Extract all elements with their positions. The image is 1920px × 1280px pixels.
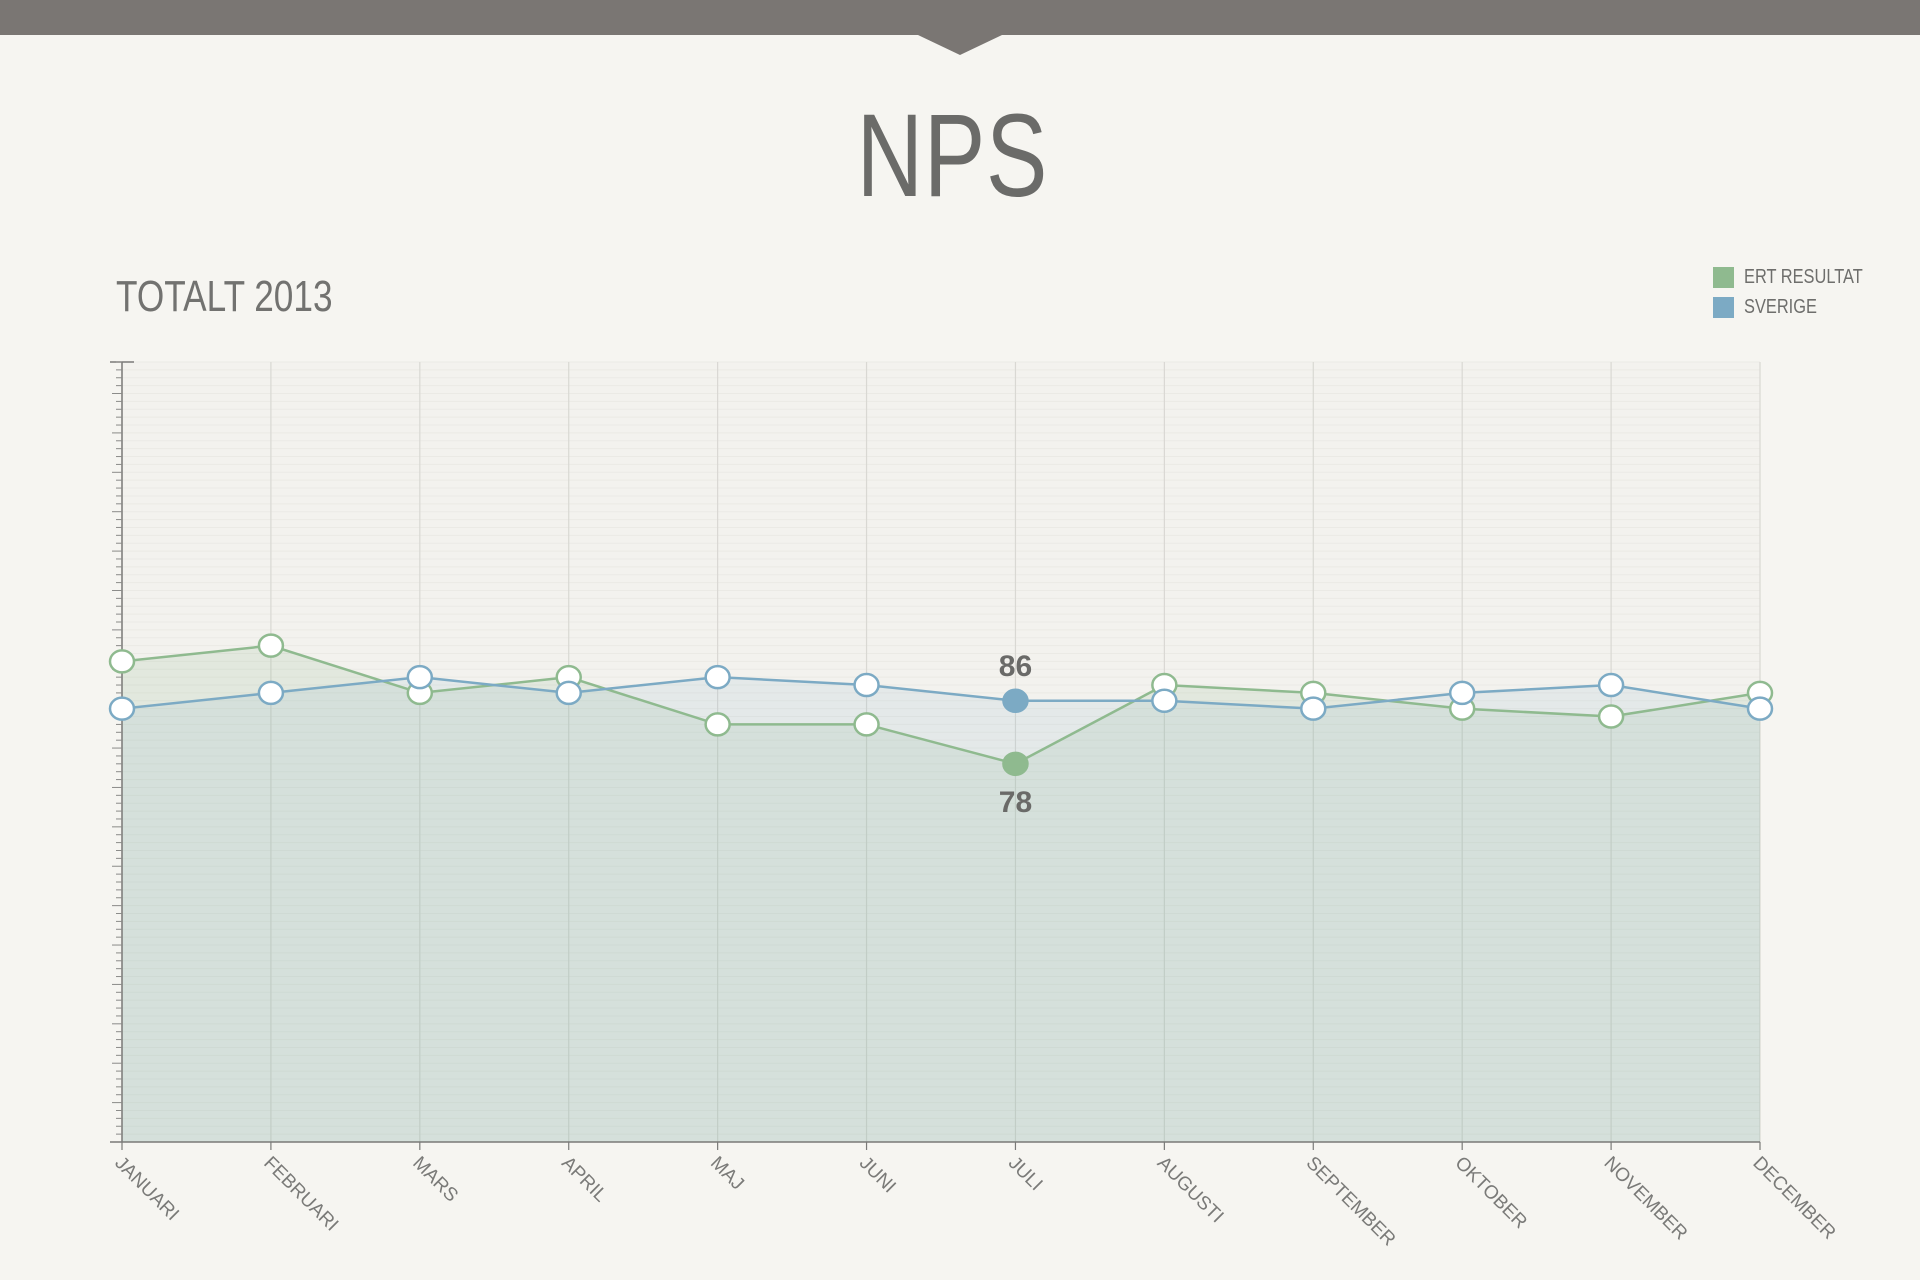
x-tick-label-november: NOVEMBER bbox=[1600, 1153, 1692, 1245]
point-ert-resultat-maj bbox=[704, 712, 731, 737]
point-sverige-maj bbox=[704, 664, 731, 690]
chart-title: TOTALT 2013 bbox=[116, 272, 333, 321]
point-sverige-oktober bbox=[1448, 680, 1476, 706]
top-bar-notch bbox=[918, 35, 1002, 55]
point-sverige-juni bbox=[853, 672, 880, 698]
x-tick-label-januari: JANUARI bbox=[110, 1153, 182, 1225]
x-tick-label-februari: FEBRUARI bbox=[259, 1153, 342, 1236]
legend-label-sverige: SVERIGE bbox=[1744, 295, 1817, 318]
legend-item-ert-resultat[interactable]: ERT RESULTAT bbox=[1713, 262, 1889, 292]
data-label-sverige: 86 bbox=[999, 650, 1032, 683]
x-tick-label-juli: JULI bbox=[1004, 1153, 1046, 1195]
point-sverige-mars bbox=[406, 664, 434, 690]
x-tick-label-juni: JUNI bbox=[855, 1153, 900, 1198]
legend: ERT RESULTAT SVERIGE bbox=[1713, 262, 1889, 322]
point-sverige-juli bbox=[1002, 688, 1029, 714]
point-ert-resultat-juli bbox=[1002, 751, 1029, 777]
point-sverige-november bbox=[1597, 672, 1625, 698]
point-sverige-december bbox=[1746, 696, 1774, 721]
point-sverige-september bbox=[1300, 696, 1327, 721]
point-sverige-augusti bbox=[1151, 688, 1178, 714]
legend-swatch-ert-resultat bbox=[1713, 266, 1734, 288]
x-tick-label-mars: MARS bbox=[408, 1153, 462, 1207]
x-tick-label-augusti: AUGUSTI bbox=[1153, 1153, 1228, 1228]
x-tick-label-oktober: OKTOBER bbox=[1451, 1153, 1531, 1233]
legend-swatch-sverige bbox=[1713, 296, 1734, 318]
point-sverige-januari bbox=[108, 696, 136, 721]
area-sverige bbox=[122, 677, 1760, 1142]
plot-background bbox=[122, 362, 1760, 1142]
point-sverige-februari bbox=[257, 680, 285, 706]
top-bar bbox=[0, 0, 1920, 35]
x-tick-label-april: APRIL bbox=[557, 1153, 611, 1207]
point-ert-resultat-juni bbox=[853, 712, 880, 737]
series-line-ert-resultat bbox=[121, 644, 1761, 766]
point-ert-resultat-november bbox=[1597, 704, 1625, 729]
point-ert-resultat-februari bbox=[257, 633, 285, 658]
legend-label-ert-resultat: ERT RESULTAT bbox=[1744, 265, 1863, 288]
x-tick-label-december: DECEMBER bbox=[1748, 1153, 1839, 1244]
point-ert-resultat-januari bbox=[108, 649, 136, 674]
series-line-sverige bbox=[121, 675, 1761, 710]
data-label-ert-resultat: 78 bbox=[999, 786, 1032, 819]
area-ert-resultat bbox=[122, 645, 1760, 1142]
x-tick-label-september: SEPTEMBER bbox=[1302, 1153, 1400, 1251]
point-sverige-april bbox=[555, 680, 582, 706]
page-title: NPS bbox=[856, 90, 1049, 222]
legend-item-sverige[interactable]: SVERIGE bbox=[1713, 292, 1889, 322]
x-tick-label-maj: MAJ bbox=[706, 1153, 748, 1195]
